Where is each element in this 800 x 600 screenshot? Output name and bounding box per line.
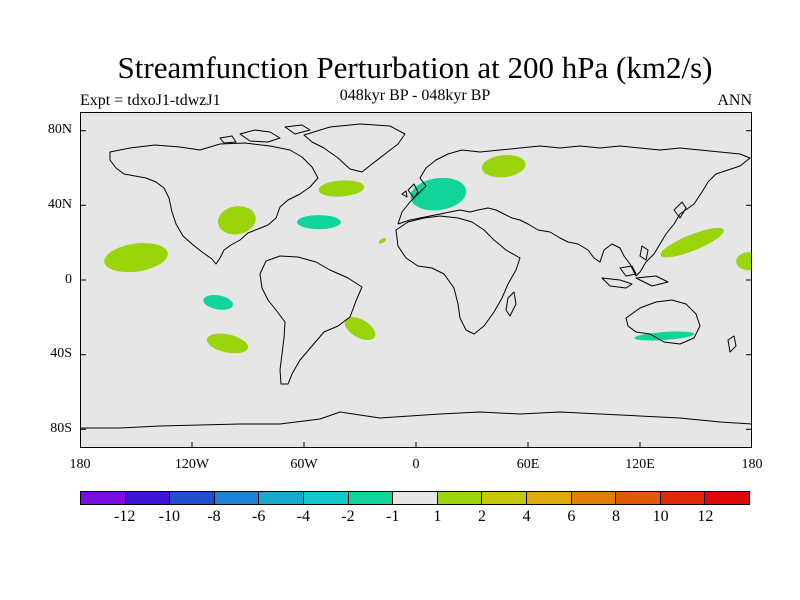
lon-label-60w: 60W xyxy=(290,457,318,472)
colorbar-swatch xyxy=(616,492,661,504)
colorbar-swatch xyxy=(303,492,349,504)
colorbar-label: 6 xyxy=(567,508,576,525)
coast-arctic-islands xyxy=(219,124,311,144)
coast-madagascar xyxy=(505,291,517,317)
anomaly-south-pacific-negative xyxy=(203,295,233,310)
colorbar xyxy=(80,491,750,505)
map-panel xyxy=(80,112,752,448)
lat-label-40n: 40N xyxy=(47,197,72,212)
colorbar-label: -8 xyxy=(207,508,221,525)
lat-label-0: 0 xyxy=(65,272,72,287)
anomaly-west-pacific-positive xyxy=(660,227,724,258)
coast-japan xyxy=(673,201,687,219)
colorbar-swatch xyxy=(81,492,126,504)
coast-eurasia xyxy=(397,145,751,277)
anomaly-north-atlantic-negative xyxy=(296,215,341,230)
lat-label-40s: 40S xyxy=(50,346,72,361)
anomaly-date-line-positive xyxy=(736,252,752,271)
colorbar-swatch xyxy=(214,492,260,504)
coast-south-america xyxy=(259,255,363,385)
coast-indonesia xyxy=(601,245,669,289)
colorbar-swatch xyxy=(170,492,215,504)
colorbar-swatch xyxy=(437,492,483,504)
colorbar-label: 4 xyxy=(522,508,531,525)
colorbar-swatch xyxy=(660,492,706,504)
experiment-label: Expt = tdxoJ1-tdwzJ1 xyxy=(80,92,221,109)
lon-label-180w: 180 xyxy=(69,457,91,472)
colorbar-swatch xyxy=(571,492,617,504)
colorbar-label: -1 xyxy=(385,508,400,525)
season-label: ANN xyxy=(717,92,752,109)
anomaly-north-atlantic-positive xyxy=(318,180,365,197)
coast-british-isles xyxy=(401,183,419,199)
lon-label-120w: 120W xyxy=(174,457,210,472)
lon-label-60e: 60E xyxy=(516,457,540,472)
lat-label-80s: 80S xyxy=(50,421,72,436)
world-map xyxy=(80,112,752,448)
colorbar-swatch xyxy=(348,492,394,504)
colorbar-label: -4 xyxy=(296,508,310,525)
colorbar-label: -6 xyxy=(251,508,266,525)
anomaly-gulf-of-mexico-positive xyxy=(217,206,256,235)
coast-antarctica xyxy=(80,411,752,429)
colorbar-label: 8 xyxy=(612,508,620,525)
colorbar-swatch xyxy=(259,492,304,504)
colorbar-swatch xyxy=(482,492,527,504)
anomaly-russia-positive xyxy=(481,154,526,178)
colorbar-swatch xyxy=(705,492,749,504)
lon-label-120e: 120E xyxy=(625,457,655,472)
page-title: Streamfunction Perturbation at 200 hPa (… xyxy=(117,50,713,85)
colorbar-swatch xyxy=(125,492,171,504)
colorbar-label: 10 xyxy=(652,508,669,525)
coast-australia xyxy=(625,299,701,345)
coast-greenland xyxy=(303,123,406,173)
colorbar-swatch xyxy=(526,492,572,504)
lon-label-180e: 180 xyxy=(741,457,763,472)
coast-africa xyxy=(395,215,521,335)
colorbar-label: 2 xyxy=(478,508,486,525)
anomaly-west-africa-positive xyxy=(378,238,387,244)
colorbar-label: -2 xyxy=(341,508,355,525)
colorbar-swatch xyxy=(393,492,438,504)
lon-label-0: 0 xyxy=(412,457,420,472)
lat-label-80n: 80N xyxy=(47,122,72,137)
anomaly-southeast-pacific-positive xyxy=(206,333,249,354)
colorbar-label: -12 xyxy=(113,508,136,525)
anomaly-europe-negative xyxy=(410,177,467,211)
colorbar-label: 12 xyxy=(697,508,714,525)
anomaly-layer xyxy=(104,154,752,354)
anomaly-south-atlantic-positive xyxy=(344,317,376,341)
map-background xyxy=(80,112,752,448)
colorbar-label: -10 xyxy=(158,508,180,525)
coast-new-zealand xyxy=(727,335,737,353)
coast-north-america xyxy=(109,142,319,265)
anomaly-east-pacific-positive xyxy=(104,243,168,273)
period-label: 048kyr BP - 048kyr BP xyxy=(339,87,491,104)
coastlines xyxy=(80,123,752,429)
map-ticks xyxy=(80,130,752,448)
colorbar-label: 1 xyxy=(433,508,442,525)
